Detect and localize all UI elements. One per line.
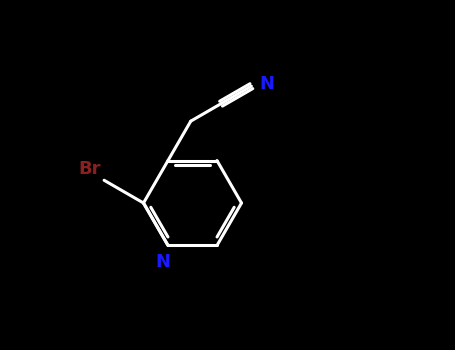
Text: N: N bbox=[259, 75, 274, 93]
Text: Br: Br bbox=[79, 161, 101, 178]
Text: N: N bbox=[155, 253, 170, 271]
